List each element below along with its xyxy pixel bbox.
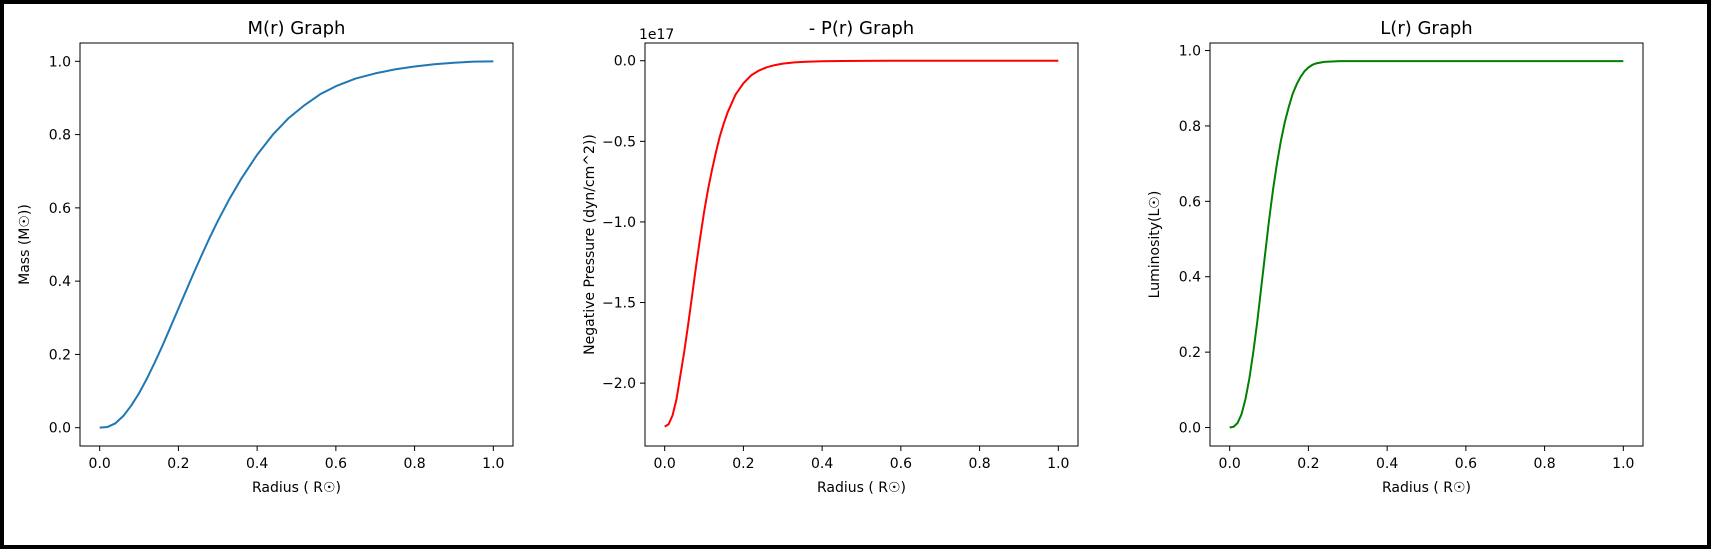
pressure-axes-frame: [644, 42, 1079, 447]
luminosity-xtick-label: 0.6: [1455, 456, 1477, 472]
figure-canvas: 0.0 0.2 0.4 0.6 0.8 1.0 0.0 0.2 0.4 0.6 0.8 1.0 M(r)…: [17, 18, 1644, 496]
mass-ytick-label: 0.8: [49, 128, 71, 144]
luminosity-x-axis-label: Radius ( R☉): [1382, 480, 1471, 496]
luminosity-axes-frame: [1209, 42, 1644, 447]
mass-series-line: [99, 60, 494, 429]
luminosity-series-line: [1229, 60, 1624, 429]
pressure-x-axis-label: Radius ( R☉): [817, 480, 906, 496]
pressure-xtick-label: 0.6: [890, 456, 912, 472]
pressure-ytick-label: −1.5: [602, 296, 636, 312]
mass-ytick-label: 0.6: [49, 201, 71, 217]
pressure-series-line: [664, 59, 1059, 428]
mass-x-axis-label: Radius ( R☉): [252, 480, 341, 496]
luminosity-ytick-label: 0.0: [1179, 421, 1201, 437]
pressure-axis-offset-text: 1e17: [639, 27, 674, 43]
luminosity-y-axis-label: Luminosity(L☉): [1147, 191, 1163, 299]
luminosity-ytick-label: 1.0: [1179, 44, 1201, 60]
pressure-ytick-label: −0.5: [602, 134, 636, 150]
pressure-xtick-label: 0.0: [654, 456, 676, 472]
mass-xtick-label: 1.0: [482, 456, 504, 472]
mass-ytick-label: 0.4: [49, 274, 71, 290]
pressure-xtick-label: 0.2: [732, 456, 754, 472]
mass-xtick-label: 0.0: [89, 456, 111, 472]
pressure-chart-title: - P(r) Graph: [809, 18, 914, 39]
luminosity-xtick-label: 0.8: [1533, 456, 1555, 472]
mass-y-axis-label: Mass (M☉)): [17, 204, 33, 285]
luminosity-chart: 0.0 0.2 0.4 0.6 0.8 1.0 0.0 0.2 0.4 0.6 0.8 1.0 L(r)…: [1147, 18, 1644, 496]
mass-ytick-label: 0.0: [49, 421, 71, 437]
mass-chart: 0.0 0.2 0.4 0.6 0.8 1.0 0.0 0.2 0.4 0.6 0.8 1.0 M(r)…: [17, 18, 514, 496]
mass-ytick-label: 0.2: [49, 347, 71, 363]
pressure-y-axis-label: Negative Pressure (dyn/cm^2)): [582, 134, 598, 355]
luminosity-ytick-label: 0.2: [1179, 345, 1201, 361]
luminosity-ytick-label: 0.6: [1179, 194, 1201, 210]
luminosity-xtick-label: 0.0: [1219, 456, 1241, 472]
mass-chart-title: M(r) Graph: [248, 18, 346, 39]
mass-xtick-label: 0.6: [325, 456, 347, 472]
mass-xtick-label: 0.8: [403, 456, 425, 472]
mass-xtick-label: 0.2: [167, 456, 189, 472]
luminosity-chart-title: L(r) Graph: [1380, 18, 1472, 39]
luminosity-ytick-label: 0.8: [1179, 119, 1201, 135]
luminosity-ytick-label: 0.4: [1179, 270, 1201, 286]
mass-axes-frame: [79, 42, 514, 447]
pressure-xtick-label: 1.0: [1047, 456, 1069, 472]
pressure-xtick-label: 0.4: [811, 456, 833, 472]
luminosity-xtick-label: 0.4: [1376, 456, 1398, 472]
mass-xtick-label: 0.4: [246, 456, 268, 472]
pressure-xtick-label: 0.8: [968, 456, 990, 472]
mass-ytick-label: 1.0: [49, 54, 71, 70]
pressure-ytick-label: −2.0: [602, 376, 636, 392]
figure: 0.0 0.2 0.4 0.6 0.8 1.0 0.0 0.2 0.4 0.6 0.8 1.0 M(r)…: [4, 4, 1707, 545]
luminosity-xtick-label: 1.0: [1612, 456, 1634, 472]
pressure-chart: 0.0 0.2 0.4 0.6 0.8 1.0 0.0 −0.5 −1.0 −1.5 −2.0 - P…: [582, 18, 1079, 496]
pressure-ytick-label: −1.0: [602, 215, 636, 231]
luminosity-xtick-label: 0.2: [1297, 456, 1319, 472]
pressure-ytick-label: 0.0: [614, 54, 636, 70]
